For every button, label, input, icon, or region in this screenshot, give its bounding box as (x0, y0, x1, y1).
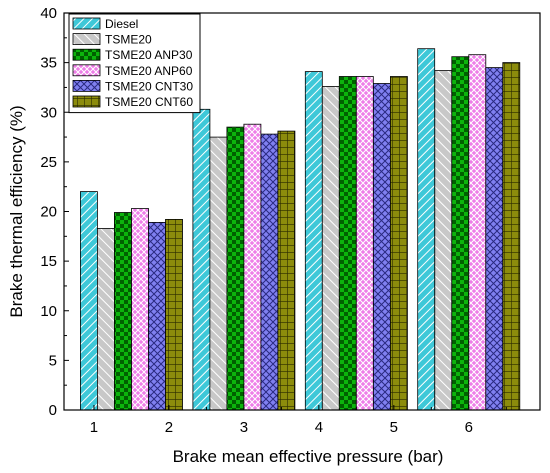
bar-tsme20-anp30-group-2 (226, 126, 245, 411)
bar-tsme20-cnt60-group-1 (165, 218, 183, 411)
bar-tsme20-group-1 (97, 227, 115, 411)
x-tick-label: 5 (390, 419, 398, 436)
y-tick-label: 0 (49, 402, 57, 419)
y-axis-title: Brake thermal efficiency (%) (7, 105, 26, 317)
y-tick-label: 35 (40, 55, 57, 72)
x-axis: 1 2 3 4 5 6 (90, 405, 507, 436)
x-tick-label: 1 (90, 419, 98, 436)
bar-tsme20-anp30-group-4 (451, 56, 470, 411)
bar-tsme20-anp60-group-3 (355, 76, 374, 411)
bar-diesel-group-4 (417, 48, 436, 411)
bar-tsme20-anp60-group-4 (468, 54, 487, 411)
bar-diesel-group-2 (192, 108, 211, 411)
legend-label: TSME20 CNT60 (105, 95, 193, 109)
bar-tsme20-group-2 (209, 136, 228, 411)
bar-tsme20-anp60-group-1 (131, 208, 149, 411)
y-tick-label: 25 (40, 154, 57, 171)
bar-diesel-group-3 (304, 71, 323, 411)
bar-tsme20-group-3 (321, 86, 340, 411)
bar-tsme20-cnt60-group-4 (502, 62, 521, 411)
legend-swatch (72, 64, 101, 77)
bar-tsme20-anp30-group-3 (338, 76, 357, 411)
y-tick-label: 20 (40, 204, 57, 221)
bar-tsme20-cnt30-group-3 (372, 83, 391, 411)
legend-label: TSME20 (105, 33, 152, 47)
y-tick-label: 10 (40, 303, 57, 320)
bar-tsme20-anp30-group-1 (114, 212, 132, 411)
bars-layer (80, 48, 521, 411)
bar-tsme20-cnt30-group-2 (260, 133, 279, 411)
bar-tsme20-cnt30-group-1 (148, 221, 166, 411)
legend-label: TSME20 ANP60 (105, 64, 193, 78)
y-tick-label: 40 (40, 5, 57, 22)
y-tick-label: 5 (49, 352, 57, 369)
legend-swatch (72, 80, 101, 92)
legend-label: TSME20 ANP30 (105, 48, 193, 62)
legend-swatch (72, 17, 101, 30)
bar-tsme20-cnt30-group-4 (485, 67, 504, 411)
x-tick-label: 2 (165, 419, 173, 436)
bar-tsme20-group-4 (434, 70, 453, 411)
bar-diesel-group-1 (80, 191, 98, 411)
legend-swatch (72, 48, 101, 61)
x-tick-label: 6 (465, 419, 473, 436)
y-axis: 0 5 10 15 20 25 30 35 40 (40, 5, 69, 419)
bar-tsme20-cnt60-group-2 (277, 130, 296, 411)
legend-swatch (72, 95, 101, 108)
legend-swatch (72, 33, 101, 45)
bar-tsme20-anp60-group-2 (243, 123, 262, 411)
legend-label: TSME20 CNT30 (105, 79, 193, 93)
x-tick-label: 4 (315, 419, 323, 436)
x-tick-label: 3 (240, 419, 248, 436)
bar-tsme20-cnt60-group-3 (389, 76, 408, 411)
legend-label: Diesel (105, 17, 138, 31)
y-tick-label: 30 (40, 104, 57, 121)
y-tick-label: 15 (40, 253, 57, 270)
x-axis-title: Brake mean effective pressure (bar) (173, 447, 444, 466)
